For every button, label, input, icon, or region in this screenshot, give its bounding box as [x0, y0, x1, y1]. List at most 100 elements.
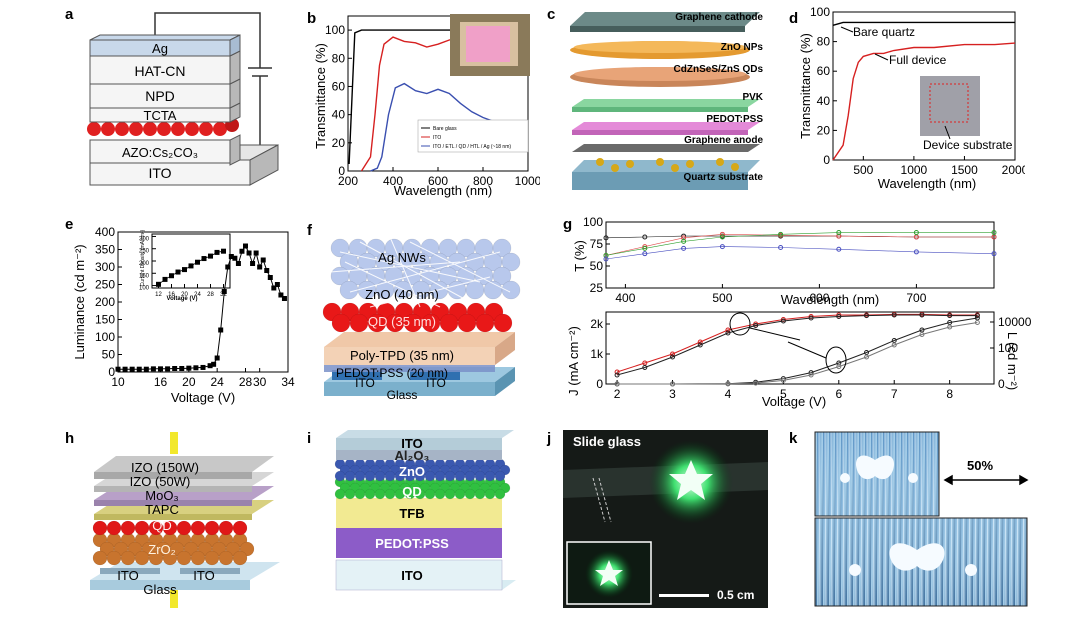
- g-bot-point: [780, 377, 786, 383]
- g-top-point: [991, 251, 997, 257]
- b-ytick-label: 40: [332, 108, 346, 122]
- e-inset-ylabel: Current Density (mA/cm²): [140, 229, 146, 286]
- g-bot-series-3: [617, 322, 978, 385]
- g-bot-point: [753, 323, 759, 328]
- d-annot-full-device: Full device: [889, 53, 947, 67]
- f-qd-sphere: [475, 313, 495, 333]
- layer-hatcn: HAT-CN: [134, 63, 185, 79]
- e-point: [278, 292, 284, 298]
- panel-label-d: d: [789, 10, 799, 27]
- g-bot-point: [642, 365, 648, 370]
- panel-b-transmittance-chart: Transmittance (%) Wavelength (nm) 200 400…: [313, 14, 540, 198]
- e-xtick-label: 16: [154, 375, 168, 389]
- e-ytick-label: 100: [95, 330, 115, 344]
- b-legend-0: Bare glass: [433, 126, 457, 132]
- e-inset-xtick-label: 20: [181, 292, 188, 298]
- g-bot-xtick-label: 4: [725, 387, 732, 401]
- e-inset-ytick-label: 100: [139, 286, 150, 292]
- h-qd-sphere: [106, 520, 122, 536]
- d-annot-device-substrate: Device substrate: [923, 138, 1013, 152]
- f-qd-sphere: [493, 313, 513, 333]
- e-inset-point: [156, 281, 161, 287]
- f-layer-6: ITO: [426, 376, 446, 390]
- h-zro-sphere: [120, 550, 136, 566]
- e-inset-point: [182, 267, 187, 273]
- e-point: [214, 355, 220, 361]
- e-xtick-label: 30: [253, 375, 267, 389]
- d-ytick-label: 80: [817, 35, 831, 49]
- g-bot-point: [947, 324, 953, 330]
- i-zno-sphere: [334, 470, 346, 482]
- f-qd-sphere: [331, 313, 351, 333]
- h-qd-sphere: [218, 520, 234, 536]
- panel-label-b: b: [307, 10, 317, 27]
- k-stretch-label: 50%: [967, 458, 994, 473]
- g-top-series-2: [605, 232, 994, 256]
- e-point: [235, 261, 241, 266]
- qd-layer: [87, 118, 239, 136]
- b-ytick-label: 0: [338, 164, 345, 178]
- f-layer-3: Poly-TPD (35 nm): [350, 348, 454, 363]
- g-bot-point: [808, 315, 814, 321]
- g-top-point: [836, 230, 842, 236]
- g-annot-arrow-1: [749, 327, 801, 341]
- e-point: [136, 366, 142, 372]
- h-zro-sphere: [134, 550, 150, 566]
- g-top-ytick-label: 25: [590, 281, 604, 295]
- c-layer-3: PVK: [742, 92, 763, 103]
- g-bot-point: [864, 354, 870, 360]
- g-top-ytick-label: 50: [590, 259, 604, 273]
- e-point: [115, 366, 121, 372]
- h-qd-sphere: [176, 520, 192, 536]
- b-xtick-label: 800: [473, 174, 493, 188]
- g-bot-xtick-label: 7: [891, 387, 898, 401]
- e-point: [228, 254, 234, 259]
- f-zno-sphere: [501, 280, 521, 300]
- c-layer-2: CdZnSeS/ZnS QDs: [674, 64, 764, 75]
- h-layer-3: TAPC: [145, 502, 179, 517]
- g-bot-point: [697, 339, 703, 345]
- e-point: [264, 268, 270, 273]
- i-layer-6: ITO: [401, 568, 422, 583]
- layer-tcta: TCTA: [144, 108, 177, 123]
- i-zno-sphere: [434, 470, 446, 482]
- j-scale-label: 0.5 cm: [717, 588, 755, 602]
- g-bot-ytick-label: 1k: [590, 347, 604, 361]
- g-top-point: [681, 245, 687, 251]
- f-zno-sphere: [465, 280, 485, 300]
- e-point: [221, 289, 227, 294]
- e-inset-point: [201, 256, 207, 262]
- b-legend-1: ITO: [433, 135, 441, 141]
- panel-label-g: g: [563, 216, 573, 233]
- panel-f-device-stack: Ag NWs ZnO (40 nm) QD (35 nm) Poly-TPD (…: [322, 236, 521, 402]
- panel-label-c: c: [547, 6, 556, 23]
- e-ytick-label: 50: [102, 348, 116, 362]
- i-zno-layer: [334, 458, 511, 482]
- b-xtick-label: 1000: [515, 174, 540, 188]
- e-point: [246, 250, 252, 256]
- g-bot-xtick-label: 8: [946, 387, 953, 401]
- g-top-frame: [605, 221, 995, 289]
- g-bot-xlabel: Voltage (V): [762, 394, 826, 409]
- j-scale-bar: [659, 594, 709, 597]
- h-qd-sphere: [134, 520, 150, 536]
- i-qd-sphere: [364, 488, 376, 500]
- h-zro-sphere: [204, 550, 220, 566]
- h-qd-sphere: [120, 520, 136, 536]
- e-inset-xtick-label: 28: [207, 292, 214, 298]
- g-bot-ylabel: J (mA cm⁻²): [566, 326, 581, 396]
- i-zno-sphere: [384, 470, 396, 482]
- h-zro-sphere: [218, 550, 234, 566]
- e-inset-xtick-label: 24: [194, 292, 201, 298]
- g-bot-point: [697, 342, 703, 348]
- g-bot-point: [891, 342, 897, 348]
- i-layer-0: ITO: [401, 436, 422, 451]
- d-ytick-label: 20: [817, 123, 831, 137]
- layer-ito: ITO: [148, 165, 171, 181]
- e-inset-xtick-label: 16: [168, 292, 175, 298]
- g-bot-point: [725, 330, 731, 336]
- g-bot-point: [947, 313, 953, 319]
- e-point: [257, 264, 263, 270]
- e-point: [150, 366, 156, 372]
- g-bot-point: [670, 354, 676, 360]
